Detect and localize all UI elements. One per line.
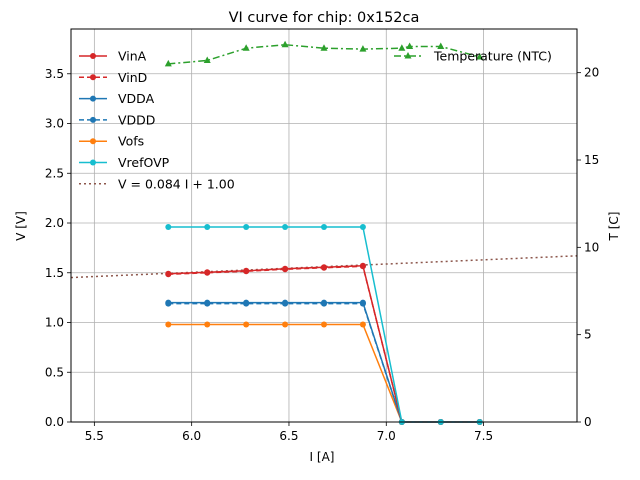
series-vofs-point	[282, 321, 289, 328]
series-vdda-point	[359, 299, 366, 306]
y2-tick-label: 20	[584, 66, 599, 80]
temperature-point	[398, 44, 406, 51]
legend-marker	[404, 52, 412, 59]
series-vind-line	[168, 265, 480, 423]
temperature-point	[359, 45, 367, 52]
chart-title: VI curve for chip: 0x152ca	[229, 10, 420, 26]
legend-label: Temperature (NTC)	[433, 49, 552, 64]
legend-marker	[90, 159, 96, 166]
y2-axis-label: T [C]	[607, 212, 621, 242]
series-vina-point	[165, 270, 172, 277]
series-vofs-point	[165, 321, 172, 328]
legend-marker	[90, 53, 96, 59]
y-tick-label: 0.0	[45, 415, 64, 429]
temperature-point	[406, 42, 414, 49]
axis-ticks: 5.5 6.0 6.5 7.0 7.5 0.0 0.5 1.0 1.5 2.0 2.5 3.0 3.5 0…	[45, 66, 599, 443]
legend-marker	[90, 74, 96, 81]
series-vrefovp-point	[165, 223, 172, 230]
series-vddd-line	[168, 302, 480, 423]
series-vdda-point	[282, 299, 289, 306]
series-vrefovp-point	[243, 223, 250, 230]
y-tick-label: 2.5	[45, 166, 64, 180]
series-vina-point	[243, 267, 250, 274]
series-vdda-point	[321, 299, 327, 306]
x-tick-label: 7.5	[474, 429, 493, 443]
series-vofs-line	[168, 323, 480, 423]
legend-label: V = 0.084 I + 1.00	[118, 176, 235, 191]
temperature-point	[164, 59, 172, 67]
series-vofs-point	[204, 321, 211, 328]
series-vofs-point	[243, 321, 250, 328]
temperature-point	[320, 44, 328, 51]
temperature-point	[281, 40, 289, 48]
series-vrefovp-point	[359, 223, 366, 230]
series-vdda-point	[204, 299, 211, 306]
series-vina-point	[359, 262, 366, 269]
y-tick-label: 1.5	[45, 266, 64, 280]
temperature-point	[437, 42, 445, 49]
temperature-point	[476, 52, 484, 60]
legend-label: VrefOVP	[118, 155, 170, 170]
y2-tick-label: 0	[584, 415, 592, 429]
legend-label: VDDD	[118, 112, 155, 127]
series-vdda-point	[165, 299, 172, 306]
y-tick-label: 1.0	[45, 316, 64, 330]
x-axis-label: I [A]	[310, 450, 335, 464]
temperature-point	[242, 44, 250, 51]
legend: VinA VinD VDDA VDDD Vofs VrefOVP V = 0.084 I +…	[79, 49, 552, 191]
series-vdda-line	[168, 301, 480, 423]
y-tick-label: 2.0	[45, 216, 64, 230]
y2-tick-label: 15	[584, 153, 599, 167]
legend-marker	[90, 138, 96, 145]
x-tick-label: 7.0	[377, 429, 396, 443]
series-vina-point	[321, 264, 327, 271]
series-vina-point	[282, 265, 289, 272]
y-tick-label: 0.5	[45, 365, 64, 379]
series-vina-line	[168, 265, 480, 423]
temperature-line	[168, 43, 480, 65]
x-tick-label: 5.5	[85, 429, 104, 443]
x-tick-label: 6.0	[182, 429, 201, 443]
legend-marker	[90, 116, 96, 123]
legend-marker	[90, 95, 96, 102]
y-tick-label: 3.0	[45, 117, 64, 131]
legend-label: VDDA	[118, 91, 155, 106]
series-vina-point	[204, 269, 211, 276]
legend-label: VinA	[118, 49, 147, 64]
y-axis-label: V [V]	[14, 211, 28, 241]
series-vofs-point	[321, 321, 327, 328]
legend-label: VinD	[118, 70, 147, 85]
plot-frame	[70, 28, 578, 423]
legend-label: Vofs	[118, 134, 144, 149]
series-vrefovp-point	[321, 223, 327, 230]
temperature-point	[203, 56, 211, 63]
series-vofs-point	[359, 321, 366, 328]
y2-tick-label: 10	[584, 240, 599, 254]
series-vdda-point	[243, 299, 250, 306]
x-tick-label: 6.5	[279, 429, 298, 443]
y-tick-label: 3.5	[45, 67, 64, 81]
y2-tick-label: 5	[584, 328, 592, 342]
series-vrefovp-point	[204, 223, 211, 230]
series-vrefovp-point	[282, 223, 289, 230]
